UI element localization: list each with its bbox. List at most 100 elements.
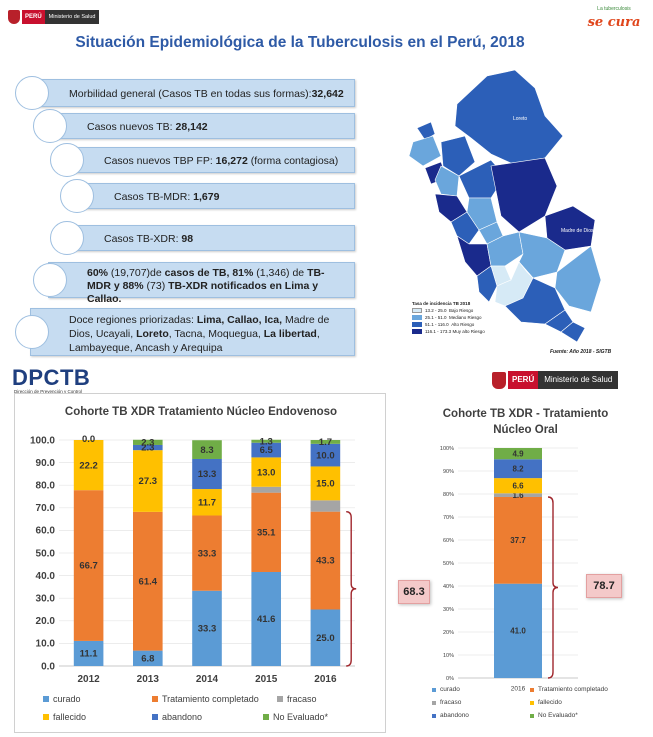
y-tick-label: 80% (443, 492, 454, 498)
campaign-logo: La tuberculosis se cura (585, 6, 643, 30)
map-legend-title: Tasa de incidencia TB 2018 (412, 301, 471, 306)
chart-oral: 0% 10% 20% 30% 40% 50% 60% 70% 80% 90% 100% 41.0 37.… (440, 446, 578, 693)
data-label: 1.3 (260, 436, 273, 447)
y-tick-label: 60% (443, 538, 454, 544)
data-label: 22.2 (79, 460, 98, 471)
y-tick-label: 70% (443, 515, 454, 521)
chart-panel-endovenoso: Cohorte TB XDR Tratamiento Núcleo Endove… (14, 393, 386, 733)
bullet-text: (19,707)de (108, 267, 165, 279)
dpctb-logo: DPCTB (12, 365, 91, 390)
bar-segment (310, 466, 341, 501)
bullet-tb-xdr: Casos TB-XDR: 98 (50, 221, 355, 255)
map-region-cusco (518, 231, 566, 279)
campaign-big-text: se cura (587, 15, 641, 30)
map-legend-row: 51.1 - 116.0 Alto Riesgo (412, 321, 485, 328)
data-label: 15.0 (316, 479, 335, 490)
legend-range: 25.1 - 51.0 (425, 315, 447, 320)
legend-item-tratamiento: Tratamiento completado (152, 694, 259, 704)
bullet-circle (50, 143, 84, 177)
bar-segment (133, 450, 163, 512)
y-tick-label: 40% (443, 584, 454, 590)
bullet-text: 60% (87, 267, 109, 279)
data-label: 41.0 (510, 627, 526, 636)
map-region-piura (408, 135, 442, 167)
y-tick-label: 50% (443, 561, 454, 567)
peru-label: PERÚ (22, 10, 45, 24)
legend-label: fracaso (440, 699, 462, 706)
legend-label: No Evaluado* (273, 712, 329, 722)
data-label: 13.0 (257, 467, 276, 478)
y-tick-label: 10% (443, 653, 454, 659)
x-tick-label: 2016 (511, 686, 526, 693)
data-label: 1.7 (319, 437, 332, 448)
bar-segment (251, 492, 281, 572)
legend-risk: Bajo Riesgo (449, 308, 474, 313)
legend-swatch (530, 687, 534, 692)
map-legend-row: 116.1 - 173.3 Muy alto Riesgo (412, 328, 485, 335)
data-label: 35.1 (257, 527, 276, 538)
success-bracket (346, 510, 357, 667)
bullet-circle (15, 315, 49, 349)
y-tick-label: 50.0 (36, 548, 56, 559)
legend-label: Tratamiento completado (538, 686, 608, 693)
ministry-label: Ministerio de Salud (44, 10, 100, 24)
legend-swatch (43, 696, 49, 702)
y-tick-label: 0.0 (41, 661, 55, 672)
legend-risk: Alto Riesgo (451, 322, 475, 327)
y-tick-label: 30.0 (36, 594, 56, 605)
legend-range: 116.1 - 173.3 (425, 329, 452, 334)
map-region-ucayali (490, 157, 558, 233)
legend-swatch (412, 315, 422, 320)
legend-swatch (530, 713, 534, 718)
data-label: 41.6 (257, 614, 276, 625)
bullet-value: 98 (181, 233, 194, 245)
page-title: Situación Epidemiológica de la Tuberculo… (75, 34, 525, 51)
map-region-amazonas (440, 135, 476, 177)
bullet-label: Casos nuevos TBP FP: (104, 155, 216, 167)
bar-segment (73, 440, 104, 491)
bar-segment (310, 511, 341, 610)
bullet-text: Loreto (136, 328, 169, 340)
bullet-text: Madre de Dios, Ucayali, (69, 314, 330, 340)
bar-segment (133, 650, 163, 666)
data-label: 33.3 (198, 548, 217, 559)
map-region-tumbes (416, 121, 436, 141)
x-tick-label: 2012 (77, 674, 100, 685)
data-label: 66.7 (79, 561, 98, 572)
bar-segment (494, 496, 542, 584)
x-tick-label: 2016 (314, 674, 337, 685)
chart-endovenoso: 0.0 10.0 20.0 30.0 40.0 50.0 60.0 70.0 80.0 90.0 1… (30, 434, 357, 685)
bar-segment (494, 583, 542, 678)
legend-item-no-evaluado: No Evaluado* (530, 712, 578, 719)
legend-item-abandono: abandono (152, 712, 202, 722)
bullet-text: casos de TB, 81% (164, 267, 254, 279)
map-legend: Tasa de incidencia TB 2018 13.2 - 25.0 B… (412, 300, 485, 335)
bullet-value: 32,642 (311, 88, 344, 100)
map-region-arequipa (504, 277, 566, 325)
y-tick-label: 40.0 (36, 571, 56, 582)
bar-segment (73, 490, 104, 641)
y-tick-label: 10.0 (36, 639, 56, 650)
legend-label: abandono (440, 712, 469, 719)
data-label: 6.8 (141, 653, 154, 664)
bullet-circle (50, 221, 84, 255)
y-tick-label: 100.0 (30, 435, 55, 446)
bullet-text: (73) (143, 280, 169, 292)
chart-title-oral: Cohorte TB XDR - Tratamiento Núcleo Oral (442, 408, 609, 436)
bar-segment (251, 442, 281, 458)
map-region-ica (476, 265, 498, 303)
legend-swatch (412, 322, 422, 327)
bar-segment (192, 590, 222, 666)
bullet-morbilidad: Morbilidad general (Casos TB en todas su… (15, 76, 355, 110)
minsa-logo-2: PERÚ Ministerio de Salud (492, 370, 619, 390)
map-region-tacna (560, 321, 586, 343)
map-label-madre-de-dios: Madre de Dios (561, 228, 594, 234)
map-region-loreto (454, 69, 564, 165)
legend-item-fracaso: fracaso (432, 699, 461, 706)
y-tick-label: 20% (443, 630, 454, 636)
legend-risk: Muy alto Riesgo (452, 329, 485, 334)
y-tick-label: 0% (446, 676, 454, 682)
legend-item-fallecido: fallecido (43, 712, 86, 722)
legend-range: 13.2 - 25.0 (425, 308, 447, 313)
x-tick-label: 2015 (255, 674, 278, 685)
